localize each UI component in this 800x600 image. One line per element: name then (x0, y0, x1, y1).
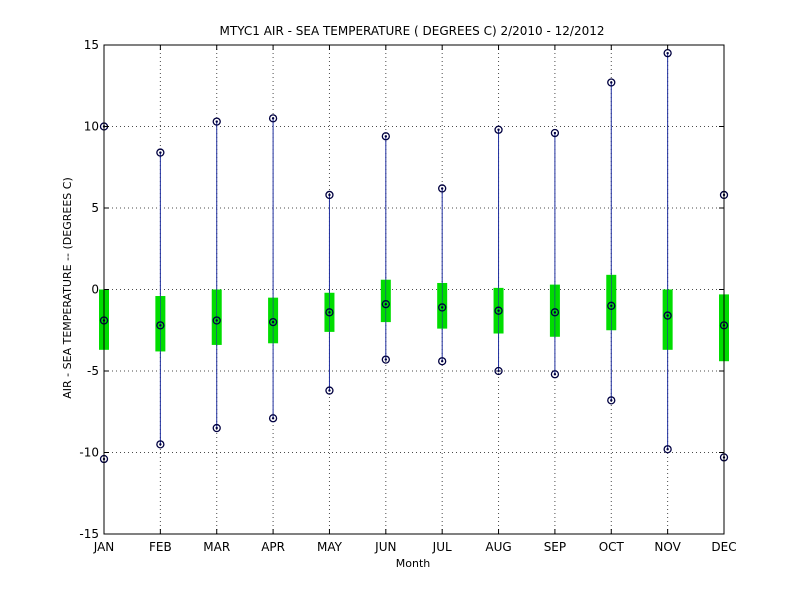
min-marker (156, 440, 165, 449)
max-marker-dot (271, 117, 275, 120)
max-marker-dot (384, 135, 388, 138)
y-axis-label: AIR - SEA TEMPERATURE -- (DEGREES C) (61, 177, 74, 398)
x-tick-label: FEB (149, 540, 172, 554)
median-marker (494, 306, 503, 315)
box-aug (493, 125, 504, 376)
median-marker (607, 301, 616, 310)
x-tick-label: NOV (654, 540, 681, 554)
box-jun (380, 132, 391, 364)
median-marker (550, 308, 560, 317)
chart-title: MTYC1 AIR - SEA TEMPERATURE ( DEGREES C)… (220, 24, 605, 38)
min-marker (381, 355, 390, 364)
min-marker-dot (440, 360, 444, 363)
x-axis-label: Month (396, 557, 431, 570)
max-marker (325, 190, 334, 200)
min-marker-dot (610, 399, 613, 402)
min-marker-dot (328, 389, 331, 392)
x-tick-label: SEP (544, 540, 566, 554)
y-tick-label: 10 (84, 120, 99, 134)
median-marker (212, 316, 221, 325)
y-tick-label: -15 (79, 527, 99, 541)
min-marker (325, 386, 334, 395)
max-marker-dot (440, 187, 444, 190)
ticks: -15 -10 -5 0 5 10 15 JAN FEB MAR APR MAY JUN JUL AUG SE… (79, 38, 736, 554)
y-tick-label: -5 (87, 364, 99, 378)
box-mar (211, 117, 222, 433)
min-marker (438, 357, 447, 366)
median-marker-dot (384, 302, 388, 306)
min-marker-dot (666, 448, 669, 451)
median-marker-dot (159, 324, 162, 327)
max-marker-dot (328, 193, 331, 197)
box-nov (662, 49, 673, 454)
min-marker-dot (497, 369, 500, 373)
x-tick-label: DEC (711, 540, 736, 554)
min-marker-dot (159, 443, 162, 446)
median-marker-dot (553, 311, 557, 314)
box-apr (268, 114, 279, 423)
median-marker-dot (440, 306, 444, 309)
median-marker-dot (328, 311, 331, 314)
min-marker-dot (553, 373, 557, 376)
max-marker (438, 184, 447, 193)
min-marker-dot (384, 358, 388, 361)
max-marker (381, 132, 390, 141)
x-tick-label: AUG (485, 540, 511, 554)
min-marker (494, 366, 503, 376)
min-marker (212, 423, 221, 433)
x-tick-label: JUN (374, 540, 396, 554)
x-tick-label: APR (261, 540, 285, 554)
min-marker (268, 414, 278, 423)
max-marker (156, 148, 165, 157)
max-marker (212, 117, 221, 126)
max-marker (550, 128, 560, 138)
x-tick-label: OCT (599, 540, 625, 554)
box-sep (549, 128, 560, 379)
y-tick-label: 0 (91, 283, 99, 297)
median-marker (325, 308, 334, 317)
median-marker (438, 303, 447, 312)
box-oct (606, 78, 617, 405)
min-marker-dot (271, 417, 275, 420)
median-marker-dot (215, 319, 218, 322)
min-marker (550, 370, 560, 379)
median-marker-dot (666, 314, 669, 317)
median-marker (268, 317, 278, 327)
y-tick-label: 15 (84, 38, 99, 52)
min-marker (607, 396, 616, 405)
x-tick-label: MAR (203, 540, 230, 554)
x-tick-label: JAN (93, 540, 115, 554)
median-marker (156, 321, 165, 330)
min-marker (663, 445, 672, 454)
max-marker-dot (666, 51, 669, 55)
box-feb (155, 148, 166, 449)
max-marker-dot (159, 151, 162, 154)
y-tick-label: -10 (79, 446, 99, 460)
max-marker-dot (497, 128, 500, 131)
box-may (324, 190, 335, 395)
median-marker-dot (271, 320, 275, 324)
max-marker-dot (553, 131, 557, 135)
min-marker-dot (215, 426, 218, 430)
y-tick-label: 5 (91, 201, 99, 215)
median-marker-dot (497, 309, 500, 312)
median-marker (381, 300, 390, 309)
max-marker (268, 114, 278, 123)
median-marker (663, 311, 672, 320)
x-tick-label: JUL (432, 540, 452, 554)
max-marker-dot (215, 120, 218, 123)
x-tick-label: MAY (317, 540, 343, 554)
median-marker-dot (610, 304, 613, 307)
max-marker (607, 78, 616, 87)
max-marker-dot (610, 81, 613, 84)
box-jul (437, 184, 448, 366)
max-marker (494, 125, 503, 134)
